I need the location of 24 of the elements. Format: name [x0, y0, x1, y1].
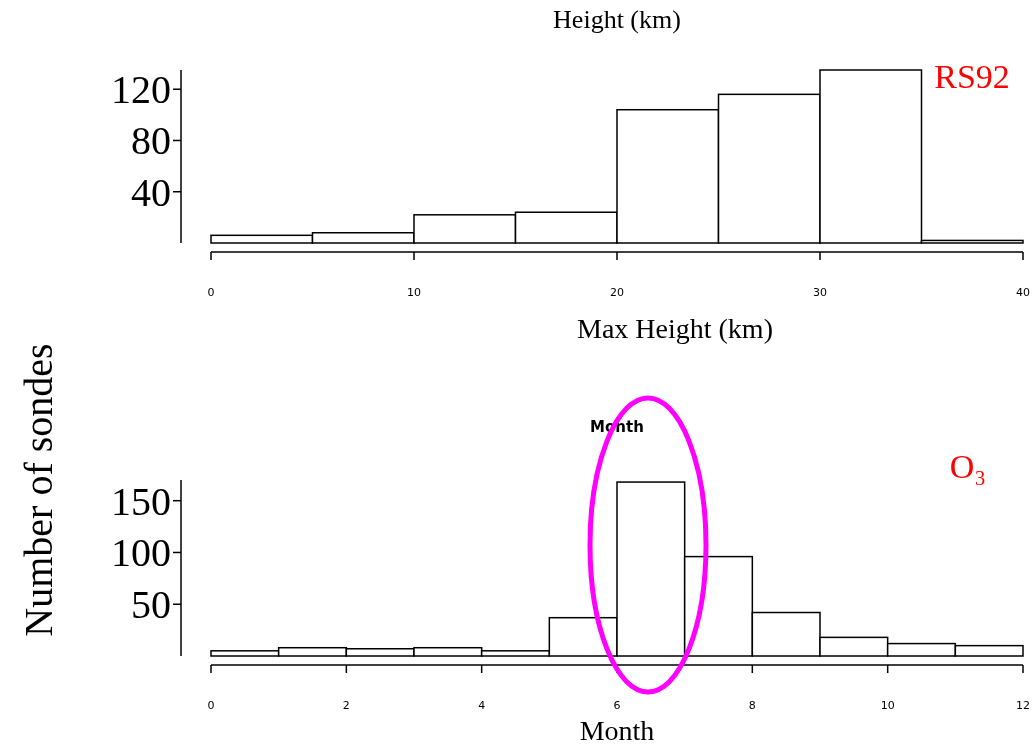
x-axis-title: Max Height (km)	[577, 313, 773, 344]
x-tick-label: 6	[613, 699, 621, 712]
x-tick-label: 20	[610, 286, 624, 299]
y-axis-title: Number of sondes	[16, 343, 61, 637]
x-tick-label: 40	[1016, 286, 1030, 299]
y-tick-label: 80	[131, 118, 171, 164]
x-tick-label: 4	[478, 699, 486, 712]
x-tick-label: 12	[1016, 699, 1030, 712]
y-tick-label: 50	[131, 582, 171, 628]
y-tick-label: 120	[111, 67, 171, 113]
x-axis-title: Month	[579, 715, 655, 746]
x-tick-label: 10	[880, 699, 895, 712]
annotation: O₃	[949, 448, 987, 485]
x-tick-label: 10	[407, 286, 421, 299]
y-tick-label: 150	[111, 478, 171, 524]
y-tick-label: 100	[111, 530, 171, 576]
x-tick-label: 0	[207, 699, 215, 712]
x-tick-label: 2	[342, 699, 350, 712]
x-tick-label: 8	[748, 699, 756, 712]
chart-title: Height (km)	[553, 5, 681, 34]
y-tick-label: 40	[131, 169, 171, 215]
x-tick-label: 30	[813, 286, 827, 299]
annotation: RS92	[934, 58, 1010, 95]
x-tick-label: 0	[207, 286, 215, 299]
